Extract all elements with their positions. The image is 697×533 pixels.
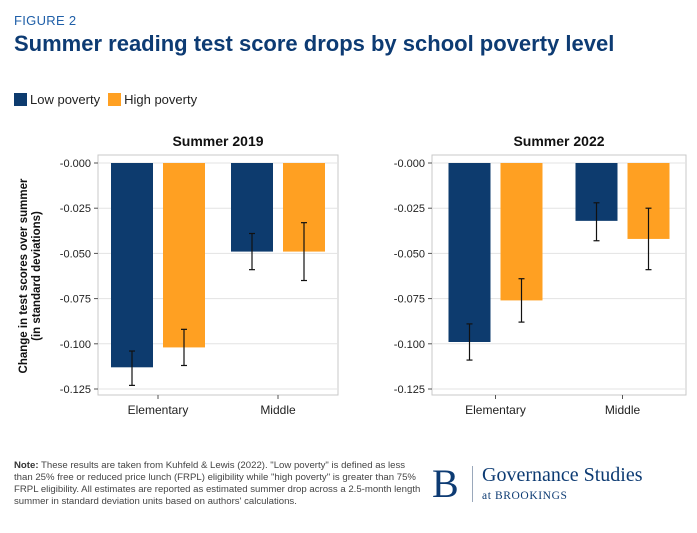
p0-ytick-label-5: -0.125 [60,384,91,396]
p0-bar-0-1 [163,163,205,348]
p0-ylabel-line1: Change in test scores over summer [18,178,30,373]
legend-item-high-poverty: High poverty [108,92,197,107]
p1-ytick-label-1: -0.025 [394,203,425,215]
panel-title-2019: Summer 2019 [172,133,264,149]
footnote: Note: These results are taken from Kuhfe… [14,460,422,508]
p1-bar-0-0 [448,163,491,342]
brand-subtitle: at BROOKINGS [482,490,568,502]
p0-xtick-label-1: Middle [260,403,296,417]
footnote-label: Note: [14,460,39,471]
legend: Low poverty High poverty [14,92,205,107]
p0-ylabel-line2: (in standard deviations) [31,211,43,341]
p0-ytick-label-1: -0.025 [60,203,91,215]
chart-title: Summer reading test score drops by schoo… [14,31,615,56]
p1-ytick-label-5: -0.125 [394,384,425,396]
p0-ytick-label-0: -0.000 [60,158,91,170]
p0-xtick-label-0: Elementary [128,403,189,417]
p1-xtick-label-1: Middle [605,403,641,417]
p1-bar-0-1 [500,163,543,301]
legend-item-low-poverty: Low poverty [14,92,100,107]
p1-ytick-label-3: -0.075 [394,294,425,306]
legend-swatch-high-poverty [108,93,122,106]
brookings-logo: B Governance Studies at BROOKINGS [432,462,687,508]
panel-title-2022: Summer 2022 [513,133,605,149]
p0-ylabel: Change in test scores over summer(in sta… [18,178,43,373]
p1-xtick-label-0: Elementary [465,403,526,417]
p0-ytick-label-3: -0.075 [60,294,91,306]
p0-ytick-label-4: -0.100 [60,339,91,351]
p1-ytick-label-4: -0.100 [394,339,425,351]
p1-ytick-label-0: -0.000 [394,158,425,170]
p0-bar-0-0 [111,163,153,368]
legend-label-low-poverty: Low poverty [30,92,101,107]
brand-mark: B [432,461,459,506]
p1-ytick-label-2: -0.050 [394,248,425,260]
p0-ytick-label-2: -0.050 [60,248,91,260]
brand-divider [472,466,473,502]
legend-swatch-low-poverty [14,93,27,106]
legend-label-high-poverty: High poverty [124,92,198,107]
footnote-text: These results are taken from Kuhfeld & L… [14,460,421,507]
brand-name: Governance Studies [482,464,643,486]
figure-label: FIGURE 2 [14,13,77,28]
